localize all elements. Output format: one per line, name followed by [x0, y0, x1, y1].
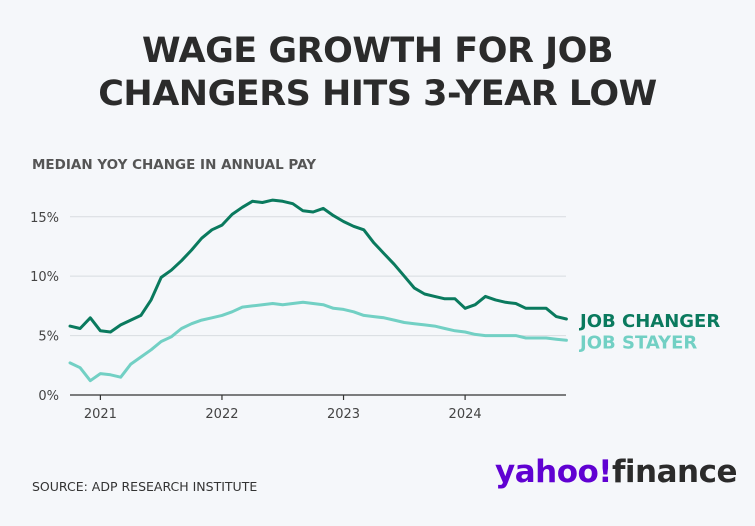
logo-brand: yahoo!	[495, 454, 612, 490]
chart-title-line-2: CHANGERS HITS 3-YEAR LOW	[98, 74, 657, 114]
chart-title: WAGE GROWTH FOR JOB CHANGERS HITS 3-YEAR…	[0, 30, 755, 116]
x-tick-label: 2023	[327, 407, 360, 422]
y-tick-label: 15%	[30, 211, 59, 226]
source-note: SOURCE: ADP RESEARCH INSTITUTE	[32, 479, 258, 494]
y-axis-subtitle: MEDIAN YOY CHANGE IN ANNUAL PAY	[32, 157, 317, 173]
gridlines	[70, 216, 566, 337]
logo-product: finance	[611, 454, 738, 490]
series-lines	[68, 198, 568, 383]
y-tick-label: 5%	[38, 330, 59, 345]
series-line-job-changer	[68, 198, 568, 334]
y-tick-labels: 0% 5% 10% 15%	[30, 211, 59, 404]
x-axis: 2021 2022 2023 2024	[70, 394, 566, 422]
series-line-job-stayer	[68, 300, 568, 383]
series-label-job-stayer: JOB STAYER	[578, 332, 697, 353]
x-tick-label: 2022	[205, 407, 238, 422]
yahoo-finance-logo: yahoo!finance	[495, 452, 738, 492]
y-tick-label: 0%	[38, 389, 59, 404]
y-tick-label: 10%	[30, 270, 59, 285]
series-label-job-changer: JOB CHANGER	[578, 311, 720, 332]
x-tick-label: 2021	[84, 407, 117, 422]
x-tick-label: 2024	[449, 407, 482, 422]
chart-title-line-1: WAGE GROWTH FOR JOB	[141, 31, 614, 71]
